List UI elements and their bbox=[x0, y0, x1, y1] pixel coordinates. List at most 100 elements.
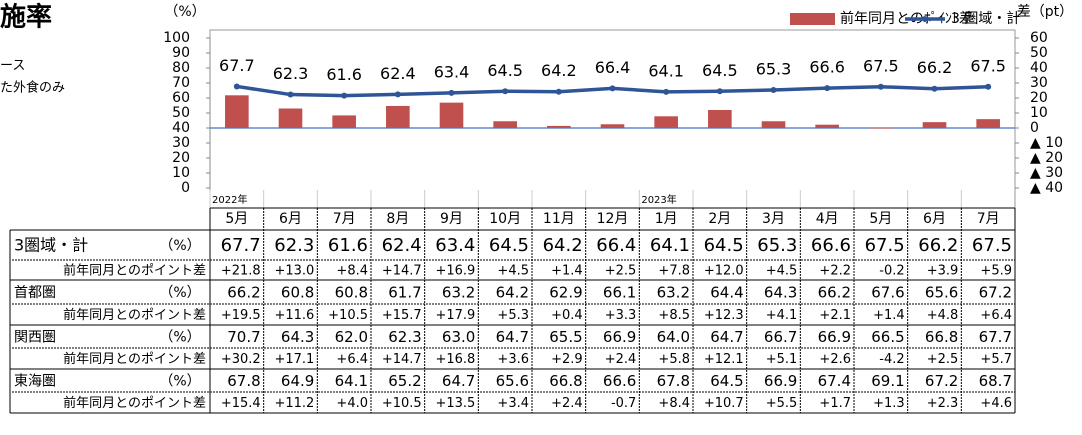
cell: +3.6 bbox=[497, 352, 529, 367]
legend-swatch bbox=[790, 13, 835, 25]
data-label: 66.4 bbox=[595, 58, 631, 77]
cell: +10.7 bbox=[704, 396, 744, 411]
bar bbox=[708, 110, 732, 128]
line-point bbox=[877, 83, 884, 90]
cell: 67.8 bbox=[227, 372, 260, 390]
cell: +14.7 bbox=[382, 264, 422, 279]
bar bbox=[600, 124, 625, 128]
cell: 64.2 bbox=[543, 235, 583, 256]
cell: 67.7 bbox=[221, 235, 261, 256]
cell: 65.3 bbox=[757, 235, 797, 256]
bar bbox=[278, 108, 303, 128]
cell: +5.9 bbox=[980, 264, 1012, 279]
cell: 64.3 bbox=[764, 284, 797, 302]
data-label: 64.2 bbox=[541, 61, 577, 80]
y2-tick-label: ▲ 20 bbox=[1030, 150, 1063, 166]
line-point bbox=[609, 85, 616, 92]
data-label: 62.4 bbox=[380, 64, 416, 83]
data-label: 63.4 bbox=[434, 62, 470, 81]
y-tick-label: 0 bbox=[181, 180, 190, 196]
cell: +13.0 bbox=[274, 264, 314, 279]
cell: +12.1 bbox=[704, 352, 744, 367]
x-tick-label: 4月 bbox=[816, 211, 839, 227]
data-label: 66.6 bbox=[809, 58, 845, 77]
cell: +19.5 bbox=[221, 308, 261, 323]
cell: 65.5 bbox=[549, 328, 582, 346]
cell: +6.4 bbox=[336, 352, 368, 367]
cell: 66.9 bbox=[818, 328, 851, 346]
data-label: 65.3 bbox=[756, 60, 792, 79]
cell: -4.2 bbox=[879, 352, 904, 367]
y2-tick-label: ▲ 30 bbox=[1030, 165, 1063, 181]
cell: +0.4 bbox=[551, 308, 583, 323]
x-tick-label: 5月 bbox=[869, 211, 892, 227]
y2-tick-label: 20 bbox=[1030, 90, 1048, 106]
y-tick-label: 30 bbox=[172, 135, 190, 151]
cell: 64.7 bbox=[496, 328, 529, 346]
x-tick-label: 11月 bbox=[543, 211, 575, 227]
cell: +5.5 bbox=[766, 396, 798, 411]
cell: +17.9 bbox=[435, 308, 475, 323]
row-unit: （%） bbox=[159, 374, 200, 390]
row-label: 3圏域・計 bbox=[14, 236, 88, 255]
x-tick-label: 10月 bbox=[489, 211, 521, 227]
cell: +21.8 bbox=[221, 264, 261, 279]
cell: +1.3 bbox=[873, 396, 905, 411]
title: 施率 bbox=[0, 2, 52, 33]
cell: +15.4 bbox=[221, 396, 261, 411]
cell: 64.7 bbox=[710, 328, 743, 346]
cell: 64.1 bbox=[335, 372, 368, 390]
cell: +7.8 bbox=[658, 264, 690, 279]
cell: 66.7 bbox=[764, 328, 797, 346]
cell: +3.9 bbox=[927, 264, 959, 279]
line-point bbox=[341, 92, 348, 99]
cell: +11.6 bbox=[274, 308, 314, 323]
cell: +6.4 bbox=[980, 308, 1012, 323]
x-tick-label: 7月 bbox=[333, 211, 356, 227]
bar bbox=[439, 102, 464, 128]
cell: 66.2 bbox=[918, 235, 958, 256]
cell: +16.9 bbox=[435, 264, 475, 279]
cell: 66.9 bbox=[764, 372, 797, 390]
cell: +15.7 bbox=[382, 308, 422, 323]
cell: 64.5 bbox=[710, 372, 743, 390]
y-tick-label: 90 bbox=[172, 45, 190, 61]
cell: 67.5 bbox=[865, 235, 905, 256]
cell: +5.7 bbox=[980, 352, 1012, 367]
cell: 60.8 bbox=[335, 284, 368, 302]
row-label: 前年同月とのポイント差 bbox=[63, 307, 206, 323]
line-point bbox=[716, 88, 723, 95]
cell: 61.7 bbox=[388, 284, 421, 302]
line-point bbox=[931, 85, 938, 92]
y-tick-label: 80 bbox=[172, 60, 190, 76]
cell: 65.6 bbox=[496, 372, 529, 390]
cell: 69.1 bbox=[871, 372, 904, 390]
cell: 63.0 bbox=[442, 328, 475, 346]
cell: +17.1 bbox=[274, 352, 314, 367]
cell: +2.9 bbox=[551, 352, 583, 367]
cell: 63.4 bbox=[435, 235, 475, 256]
y2-axis-label: 差（pt） bbox=[1017, 4, 1073, 20]
y2-tick-label: 30 bbox=[1030, 75, 1048, 91]
data-label: 64.5 bbox=[487, 61, 523, 80]
cell: 64.2 bbox=[496, 284, 529, 302]
cell: 64.5 bbox=[489, 235, 529, 256]
year-label: 2023年 bbox=[641, 193, 676, 206]
cell: +10.5 bbox=[382, 396, 422, 411]
data-label: 67.5 bbox=[863, 56, 899, 75]
cell: 66.2 bbox=[818, 284, 851, 302]
note: た外食のみ bbox=[0, 80, 65, 96]
y2-tick-label: 50 bbox=[1030, 45, 1048, 61]
y-tick-label: 40 bbox=[172, 120, 190, 136]
cell: 64.3 bbox=[281, 328, 314, 346]
bar bbox=[976, 119, 1000, 128]
cell: +14.7 bbox=[382, 352, 422, 367]
bar bbox=[225, 95, 249, 128]
y-tick-label: 60 bbox=[172, 90, 190, 106]
cell: +2.6 bbox=[819, 352, 851, 367]
cell: 64.7 bbox=[442, 372, 475, 390]
cell: +8.4 bbox=[336, 264, 368, 279]
row-unit: （%） bbox=[159, 285, 200, 301]
y2-tick-label: ▲ 40 bbox=[1030, 180, 1063, 196]
